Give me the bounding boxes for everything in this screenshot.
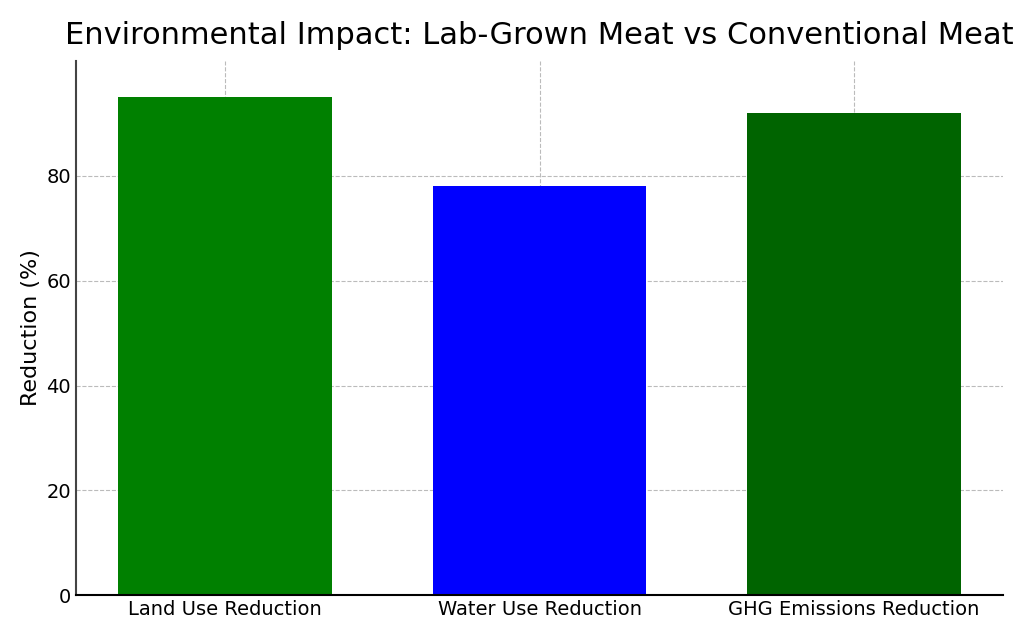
Bar — [432, 186, 646, 595]
Bar — [748, 113, 961, 595]
Title: Environmental Impact: Lab-Grown Meat vs Conventional Meat: Environmental Impact: Lab-Grown Meat vs … — [66, 21, 1014, 50]
Bar — [118, 97, 332, 595]
Y-axis label: Reduction (%): Reduction (%) — [20, 250, 41, 406]
